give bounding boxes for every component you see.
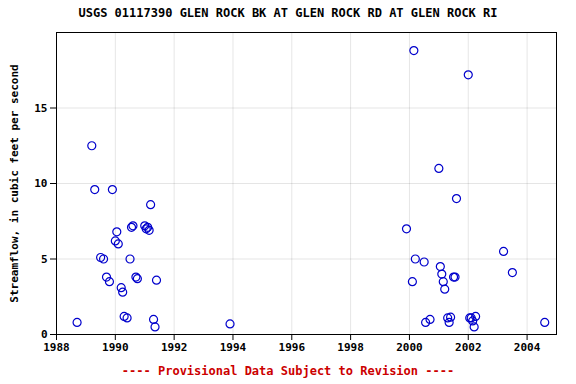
- svg-text:2004: 2004: [514, 341, 541, 354]
- svg-text:2000: 2000: [396, 341, 423, 354]
- svg-text:1990: 1990: [102, 341, 129, 354]
- svg-text:5: 5: [41, 253, 48, 266]
- svg-text:1992: 1992: [161, 341, 188, 354]
- svg-text:Streamflow, in cubic feet per: Streamflow, in cubic feet per second: [8, 64, 21, 302]
- html-text:---- Provisional Data Subject: ---- Provisional Data Subject to Revisio…: [121, 364, 455, 378]
- svg-text:1998: 1998: [337, 341, 364, 354]
- svg-text:2002: 2002: [455, 341, 482, 354]
- html-text:USGS 01117390 GLEN ROCK BK AT: USGS 01117390 GLEN ROCK BK AT GLEN ROCK …: [78, 6, 498, 20]
- svg-text:15: 15: [34, 102, 47, 115]
- svg-text:1996: 1996: [279, 341, 306, 354]
- svg-text:1994: 1994: [220, 341, 247, 354]
- svg-text:1988: 1988: [43, 341, 70, 354]
- svg-text:0: 0: [41, 328, 48, 341]
- svg-text:10: 10: [34, 177, 47, 190]
